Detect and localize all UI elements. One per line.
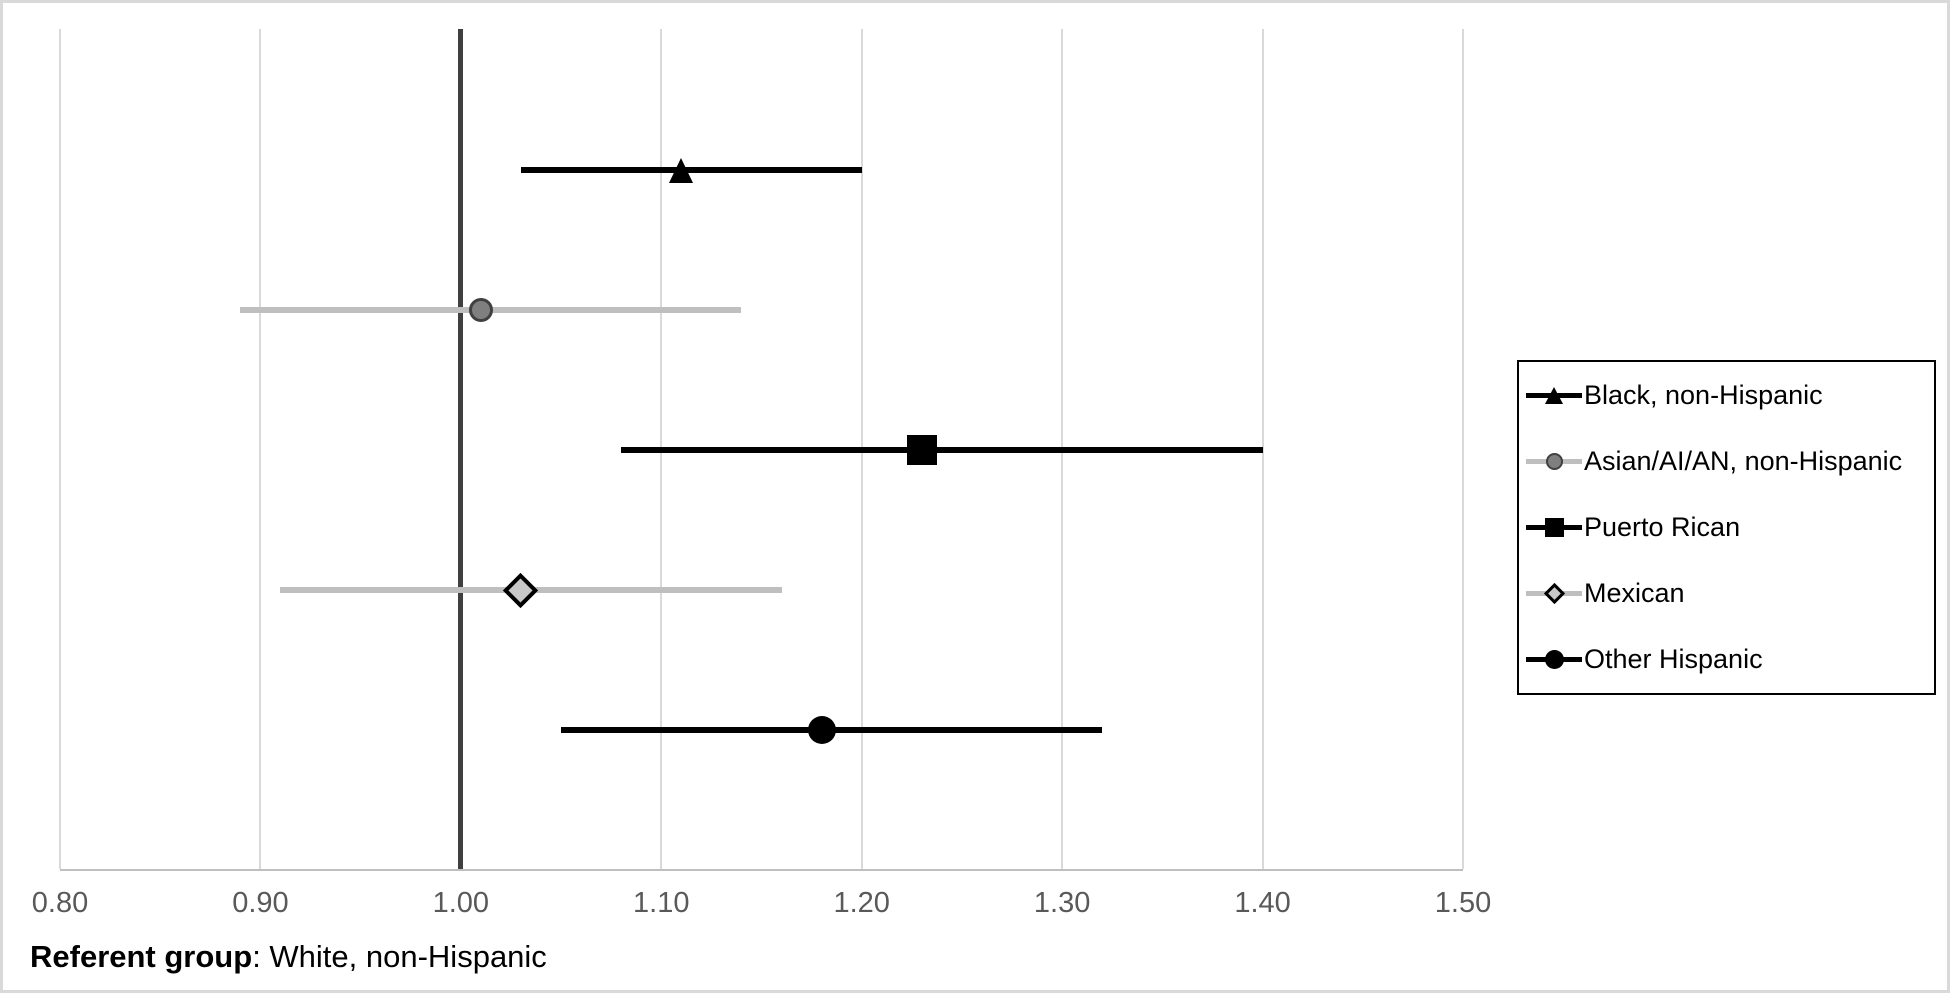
legend-swatch-circle-icon: [1526, 642, 1582, 678]
x-tick-label: 1.30: [1033, 887, 1091, 919]
legend-swatch-diamond-icon: [1526, 576, 1582, 612]
marker-circle: [807, 716, 836, 744]
legend-label: Other Hispanic: [1584, 644, 1763, 675]
x-tick-label: 1.10: [633, 887, 690, 919]
legend-box: Black, non-Hispanic Asian/AI/AN, non-Hisp…: [1517, 360, 1936, 695]
x-gridline: [1462, 29, 1464, 869]
legend-label: Mexican: [1584, 578, 1685, 609]
x-tick-label: 1.20: [833, 887, 890, 919]
marker-circle: [468, 298, 493, 322]
marker-square-legend: [1544, 518, 1564, 537]
reference-line: [458, 29, 464, 869]
x-tick-label: 0.90: [232, 887, 289, 919]
legend-swatch-circle-icon: [1526, 443, 1582, 479]
marker-square: [906, 435, 937, 465]
marker-diamond: [503, 572, 539, 608]
marker-diamond-legend: [1543, 583, 1565, 605]
x-tick-label: 1.40: [1234, 887, 1291, 919]
legend-swatch-square-icon: [1526, 510, 1582, 546]
legend-item: Asian/AI/AN, non-Hispanic: [1519, 428, 1934, 494]
legend-swatch-triangle-icon: [1526, 377, 1582, 413]
footnote: Referent group: White, non-Hispanic: [30, 939, 547, 975]
x-axis-line: [60, 869, 1463, 871]
marker-triangle-legend: [1545, 386, 1563, 404]
marker-circle-legend: [1545, 452, 1563, 470]
footnote-text: : White, non-Hispanic: [252, 939, 547, 974]
x-tick-label: 1.00: [432, 887, 490, 919]
marker-circle-legend: [1544, 650, 1564, 670]
legend-item: Mexican: [1519, 561, 1934, 627]
x-tick-label: 0.80: [31, 887, 89, 919]
ci-line: [621, 447, 1263, 453]
x-gridline: [1261, 29, 1264, 869]
legend-item: Other Hispanic: [1519, 627, 1934, 693]
legend-label: Puerto Rican: [1584, 512, 1741, 542]
legend-item: Puerto Rican: [1519, 494, 1934, 560]
marker-triangle: [669, 158, 694, 183]
legend-label: Black, non-Hispanic: [1584, 379, 1823, 410]
x-tick-label: 1.50: [1434, 887, 1492, 919]
footnote-bold-label: Referent group: [30, 939, 253, 974]
x-gridline: [59, 29, 61, 869]
x-gridline: [259, 29, 262, 869]
legend-label: Asian/AI/AN, non-Hispanic: [1584, 445, 1903, 476]
legend-item: Black, non-Hispanic: [1519, 362, 1934, 428]
